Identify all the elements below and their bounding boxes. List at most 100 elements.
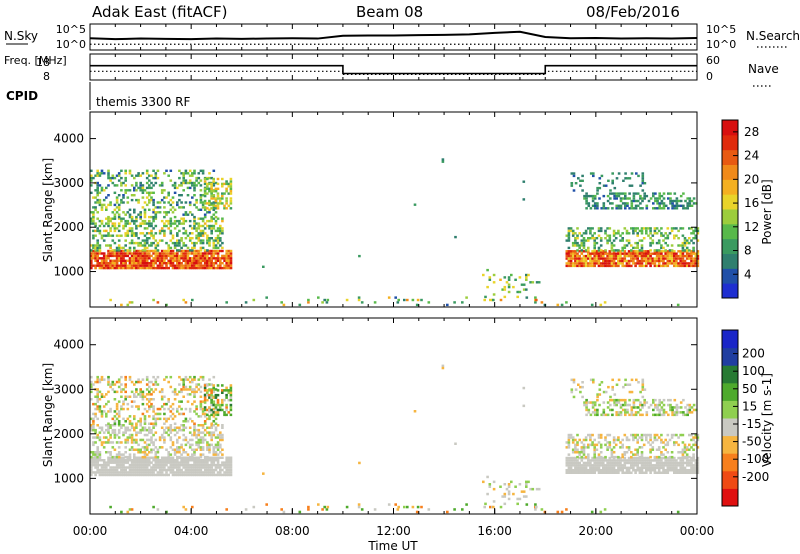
velocity-cell [208, 443, 211, 447]
power-cell [203, 257, 207, 260]
power-cell [225, 249, 228, 253]
velocity-cell [197, 461, 201, 464]
power-cell [165, 257, 168, 260]
power-cell [591, 227, 594, 230]
velocity-cell [647, 456, 650, 460]
velocity-cell [574, 456, 577, 460]
velocity-cell [165, 448, 168, 451]
velocity-cell [685, 464, 689, 467]
power-cell [225, 264, 228, 267]
velocity-cell [216, 466, 220, 469]
power-cell [611, 179, 614, 182]
power-cell [152, 169, 155, 172]
velocity-cell [660, 401, 664, 404]
velocity-cell [630, 390, 634, 394]
power-cell [160, 191, 164, 194]
power-cell [191, 213, 194, 216]
velocity-cell [154, 431, 158, 434]
power-cell [188, 179, 192, 182]
power-cell [671, 199, 674, 203]
power-cell [576, 244, 579, 247]
power-cell [221, 202, 224, 205]
velocity-cell [98, 438, 102, 442]
velocity-cell [673, 459, 676, 462]
power-cell [193, 184, 196, 187]
velocity-cell [203, 406, 207, 409]
velocity-cell [645, 464, 648, 467]
velocity-cell [632, 406, 636, 409]
power-cell [679, 194, 683, 198]
nave-series-line [90, 70, 697, 75]
velocity-cell [571, 438, 575, 442]
power-cell [117, 234, 121, 237]
velocity-cell [188, 471, 192, 474]
power-cell [109, 217, 112, 220]
velocity-cell [139, 459, 142, 462]
velocity-cell [609, 398, 612, 402]
power-cell [206, 257, 209, 260]
power-cell [638, 252, 642, 255]
power-cell [627, 250, 631, 253]
velocity-cell [534, 503, 537, 506]
velocity-cell [666, 441, 670, 444]
velocity-cell [102, 410, 106, 413]
power-cell [638, 229, 642, 233]
velocity-cell [133, 383, 136, 386]
power-cell [152, 264, 155, 267]
velocity-cell [150, 436, 153, 439]
power-cell [203, 182, 207, 186]
power-cell [608, 259, 612, 263]
velocity-cell [653, 433, 657, 437]
power-cell [148, 244, 151, 247]
velocity-cell [178, 390, 181, 394]
power-cell [105, 186, 108, 190]
velocity-cell [154, 388, 158, 391]
power-cell [621, 192, 625, 195]
velocity-cell [614, 461, 618, 465]
velocity-cell [660, 451, 663, 454]
velocity-cell [656, 408, 659, 412]
power-cell [98, 224, 102, 228]
velocity-cell [148, 461, 151, 464]
velocity-cell [184, 443, 188, 447]
velocity-cell [666, 451, 670, 454]
power-colorbar-label: 24 [744, 149, 759, 163]
velocity-cell [102, 446, 106, 449]
velocity-cell [115, 455, 119, 459]
velocity-cell [152, 443, 155, 447]
velocity-cell [599, 464, 603, 467]
power-colorbar-label: 8 [744, 244, 752, 258]
power-cell [163, 189, 166, 192]
velocity-cell [135, 468, 138, 472]
power-cell [173, 241, 177, 245]
velocity-cell [195, 412, 198, 416]
velocity-cell [180, 461, 183, 464]
power-cell [186, 259, 190, 262]
power-cell [150, 264, 153, 267]
power-cell [634, 254, 637, 258]
velocity-colorbar-label: -200 [742, 470, 769, 484]
velocity-cell [639, 403, 642, 407]
velocity-cell [191, 459, 194, 462]
power-cell [643, 192, 646, 195]
velocity-cell [178, 473, 181, 477]
velocity-cell [120, 395, 123, 398]
power-cell [210, 227, 213, 230]
velocity-cell [160, 436, 164, 439]
power-cell [589, 227, 592, 230]
velocity-cell [105, 428, 108, 432]
nsky-panel: N.Sky 10^5 10^0 10^5 10^0 N.Search [4, 23, 800, 51]
power-cell [92, 244, 95, 247]
velocity-cell [619, 398, 623, 402]
velocity-cell [92, 424, 95, 427]
velocity-cell [219, 471, 222, 474]
velocity-cell [602, 469, 605, 472]
velocity-cell [139, 395, 142, 398]
power-cell [111, 181, 115, 185]
velocity-cell [578, 464, 581, 467]
velocity-cell [141, 471, 145, 474]
velocity-cell [130, 446, 134, 449]
power-cell [201, 224, 205, 228]
power-cell [150, 229, 153, 233]
